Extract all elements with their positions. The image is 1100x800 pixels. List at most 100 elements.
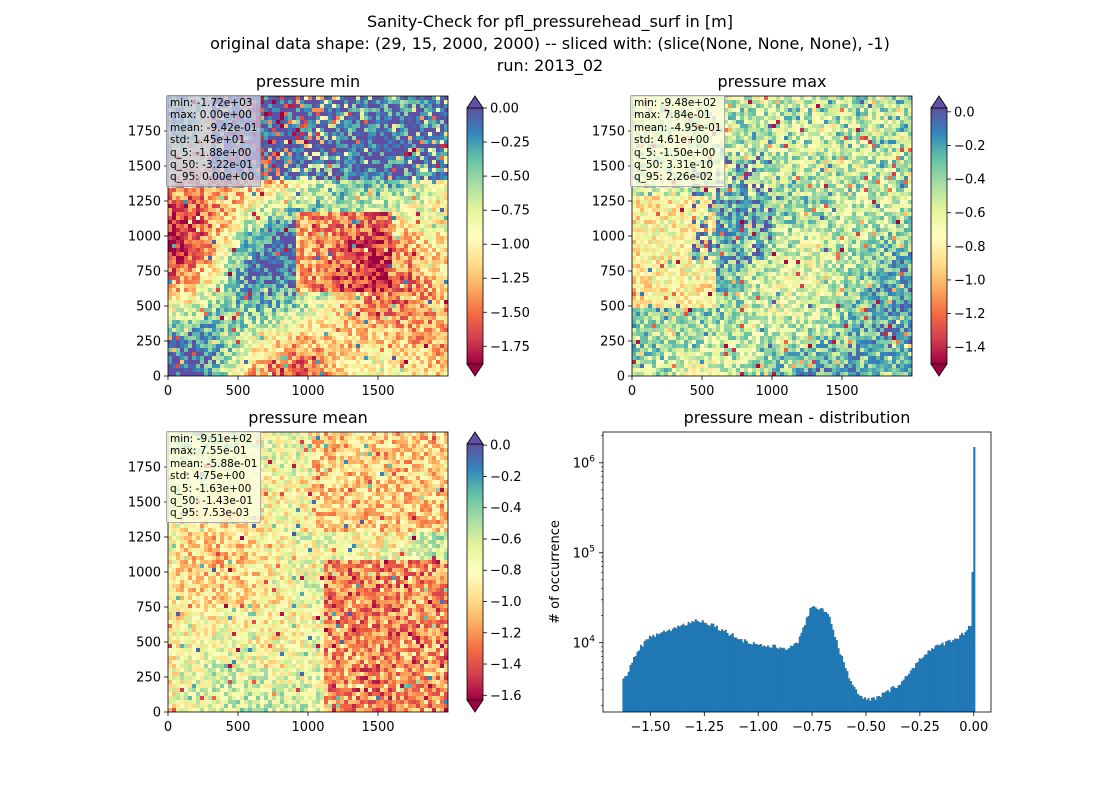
- colorbar-extend-bottom: [466, 363, 484, 377]
- histogram-bar: [856, 693, 859, 712]
- histogram-bar: [892, 686, 895, 712]
- histogram-bar: [687, 621, 690, 712]
- histogram-bar: [955, 638, 958, 712]
- y-tick-label: 0: [153, 370, 161, 385]
- stats-box-max: min: -9.48e+02 max: 7.84e-01 mean: -4.95…: [630, 95, 726, 187]
- colorbar-extend-top: [466, 95, 484, 109]
- histogram-bar: [941, 642, 944, 712]
- x-tick-label: 1000: [755, 384, 788, 399]
- colorbar-tick-label: −1.25: [490, 272, 530, 287]
- histogram-bar: [645, 639, 648, 712]
- histogram-bar: [893, 687, 896, 712]
- histogram-bar: [754, 644, 757, 712]
- histogram-bar: [839, 654, 842, 712]
- histogram-bar: [899, 684, 902, 712]
- histogram-bar: [923, 654, 926, 712]
- colorbar-tick-label: −0.2: [490, 470, 522, 485]
- histogram-bar: [796, 643, 800, 712]
- histogram-bar: [960, 632, 963, 712]
- x-tick-label: 0: [164, 720, 172, 735]
- stat-line: q_5: -1.50e+00: [634, 146, 716, 159]
- stat-line: min: -1.72e+03: [170, 97, 253, 109]
- histogram-bar: [685, 625, 688, 712]
- histogram-bar: [659, 633, 662, 712]
- histogram-bar: [772, 644, 775, 712]
- histogram-bar: [904, 676, 907, 712]
- histogram-bar: [661, 632, 664, 712]
- histogram-bar: [763, 645, 766, 712]
- histogram-bar: [641, 646, 644, 712]
- y-tick-label: 1500: [128, 496, 161, 511]
- stats-box-mean: min: -9.51e+02 max: 7.55e-01 mean: -5.88…: [166, 431, 262, 523]
- histogram-bar: [652, 634, 655, 712]
- histogram-bar: [775, 647, 778, 712]
- colorbar-tick-label: 0.0: [490, 439, 511, 454]
- histogram-bar: [733, 637, 736, 712]
- histogram-bar: [918, 658, 921, 712]
- histogram-bar: [737, 639, 740, 712]
- histogram-bar: [789, 645, 792, 712]
- histogram-bar: [900, 681, 904, 712]
- histogram-bar: [715, 625, 718, 712]
- histogram-bar: [862, 698, 865, 712]
- histogram-bar: [650, 636, 653, 712]
- histogram-bar: [946, 640, 949, 712]
- histogram-bar: [657, 634, 660, 712]
- colorbar-tick-label: 0.00: [490, 102, 519, 117]
- y-tick-label: 106: [573, 454, 596, 471]
- colorbar-extend-top: [930, 95, 948, 109]
- x-tick-label: 500: [690, 384, 715, 399]
- histogram-bar: [689, 623, 692, 712]
- histogram-bar: [673, 627, 676, 712]
- histogram-bar: [807, 615, 810, 712]
- x-tick-label: 1500: [361, 384, 394, 399]
- histogram-bar: [758, 644, 761, 712]
- x-tick-label: 0: [628, 384, 636, 399]
- x-tick-label: 500: [226, 720, 251, 735]
- histogram-bar: [927, 650, 930, 712]
- histogram-bar: [848, 678, 851, 712]
- histogram-bar: [779, 647, 782, 712]
- histogram-bar: [774, 644, 777, 712]
- stat-line: max: 7.84e-01: [634, 109, 711, 122]
- histogram-bar: [800, 632, 803, 712]
- y-tick-label: 0: [617, 370, 625, 385]
- histogram-bar: [648, 635, 651, 712]
- histogram-bar: [738, 639, 741, 712]
- histogram-bar: [851, 684, 854, 712]
- histogram-bar: [885, 691, 888, 712]
- stat-line: q_95: 2.26e-02: [634, 171, 714, 184]
- histogram-bars: [622, 446, 976, 712]
- y-tick-label: 750: [600, 265, 625, 280]
- histogram-bar: [853, 686, 856, 712]
- histogram-bar: [936, 644, 939, 712]
- y-tick-label: 500: [600, 300, 625, 315]
- histogram-bar: [821, 608, 824, 712]
- histogram-bar: [890, 687, 893, 712]
- histogram-bar: [832, 629, 835, 712]
- histogram-bar: [939, 644, 942, 712]
- histogram-bar: [846, 671, 849, 712]
- histogram-bar: [664, 632, 667, 712]
- y-tick-label: 1500: [128, 160, 161, 175]
- y-tick-label: 750: [136, 265, 161, 280]
- stat-line: min: -9.48e+02: [634, 97, 717, 109]
- histogram-bar: [920, 658, 923, 712]
- y-tick-label: 1000: [128, 566, 161, 581]
- figure-title: Sanity-Check for pfl_pressurehead_surf i…: [367, 12, 733, 31]
- colorbar-tick-label: −1.4: [490, 658, 522, 673]
- histogram-bar: [911, 668, 914, 712]
- histogram-bar: [948, 639, 951, 712]
- colorbar-extend-bottom: [930, 363, 948, 377]
- histogram-bar: [707, 625, 710, 712]
- histogram-bar: [795, 642, 798, 712]
- colorbar-tick-label: −1.2: [490, 626, 522, 641]
- histogram-bar: [804, 625, 807, 712]
- histogram-bar: [759, 644, 762, 712]
- histogram-bar: [691, 621, 694, 712]
- histogram-bar: [735, 637, 738, 712]
- y-tick-label: 250: [136, 671, 161, 686]
- histogram-bar: [809, 607, 812, 712]
- colorbar-tick-label: −1.0: [490, 595, 522, 610]
- histogram-bar: [751, 644, 754, 712]
